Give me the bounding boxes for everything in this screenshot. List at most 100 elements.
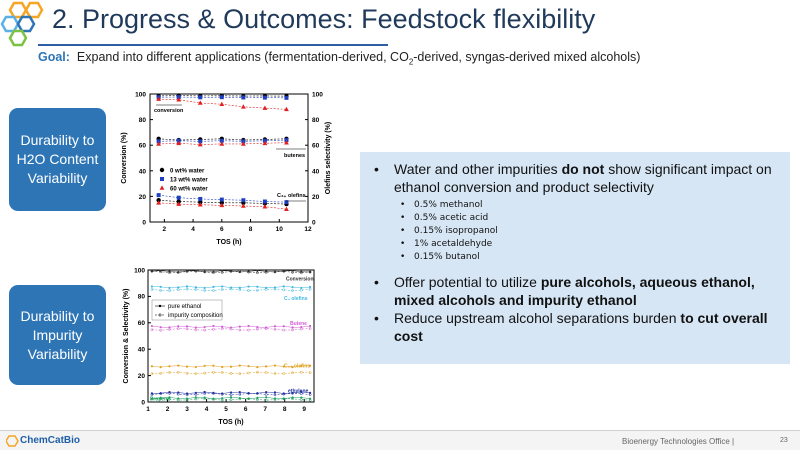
data-point (150, 328, 154, 332)
data-point (197, 100, 203, 105)
data-point (194, 288, 198, 291)
data-point (308, 285, 312, 289)
x-tick-label: 6 (220, 226, 224, 233)
data-point (159, 326, 162, 329)
y-tick-label: 40 (138, 347, 146, 354)
impurity-chart: 0 20 40 60 80 100 1 2 3 4 5 6 7 8 9 TOS (h) Conversion &… (123, 267, 315, 426)
data-point (299, 370, 303, 374)
data-point (176, 271, 180, 274)
data-point (212, 392, 215, 395)
data-point (212, 271, 215, 275)
data-point (247, 397, 250, 400)
data-point (185, 365, 189, 368)
data-point (273, 325, 277, 328)
data-point (229, 398, 233, 402)
data-point (159, 328, 163, 332)
goal-text-pre: Expand into different applications (ferm… (76, 50, 409, 64)
data-point (282, 392, 286, 396)
legend-marker (158, 313, 162, 317)
data-point (308, 371, 312, 375)
data-point (198, 196, 203, 201)
data-point (168, 289, 171, 292)
data-point (282, 325, 285, 328)
data-point (229, 270, 233, 273)
data-point (212, 364, 215, 367)
goal-line: Goal: Expand into different applications… (38, 50, 640, 67)
y-tick-label: 60 (139, 143, 147, 150)
data-point (221, 365, 224, 369)
y2-tick-label: 100 (312, 92, 323, 99)
data-point (265, 396, 268, 399)
data-point (159, 397, 163, 400)
data-point (194, 365, 197, 369)
plot-frame (147, 269, 315, 403)
data-point (220, 371, 224, 374)
impurity-item: 0.5% acetic acid (400, 212, 780, 225)
data-point (256, 269, 259, 272)
data-point (176, 195, 181, 200)
data-point (176, 370, 180, 374)
data-point (229, 287, 233, 291)
y2-tick-label: 80 (312, 117, 320, 124)
data-point (264, 287, 268, 291)
data-point (221, 269, 224, 272)
footer-bar (0, 431, 800, 450)
x-tick-label: 8 (283, 406, 287, 413)
data-point (284, 106, 289, 112)
data-point (308, 393, 312, 396)
legend-label: 60 wt% water (170, 186, 208, 192)
data-point (299, 327, 303, 331)
series-label: Propene (150, 396, 170, 402)
data-point (229, 391, 233, 394)
data-point (247, 270, 250, 274)
footer-logo: ChemCatBio (20, 435, 81, 446)
y2-axis-label: Olefins selectivity (%) (325, 122, 332, 194)
y-tick-label: 80 (139, 117, 147, 124)
data-point (256, 392, 259, 395)
data-point (300, 326, 303, 329)
legend-marker (158, 304, 162, 308)
x-tick-label: 8 (249, 226, 253, 233)
annotation-conversion: conversion (154, 108, 184, 114)
data-point (150, 365, 154, 368)
data-point (282, 288, 286, 292)
legend-label: 0 wt% water (170, 168, 205, 174)
x-tick-label: 4 (205, 406, 209, 413)
series-label: ethylene (288, 388, 309, 394)
data-point (240, 203, 246, 208)
data-point (273, 393, 277, 397)
bullet3-text: Reduce upstream alcohol separations burd… (394, 310, 681, 326)
x-tick-label: 12 (304, 226, 312, 233)
data-point (150, 269, 154, 273)
chemcatbio-hexagon-logo (0, 1, 44, 47)
key-findings-box: Water and other impurities do not show s… (360, 152, 790, 364)
data-point (291, 286, 294, 289)
data-point (159, 371, 163, 375)
data-point (247, 285, 250, 288)
data-point (150, 393, 154, 396)
data-point (291, 270, 294, 274)
data-point (247, 324, 250, 328)
data-point (185, 270, 189, 273)
y-tick-label: 60 (138, 320, 146, 327)
data-point (168, 365, 171, 368)
data-point (256, 327, 259, 331)
data-point (238, 392, 242, 396)
data-point (194, 269, 198, 273)
impurity-item: 0.5% methanol (400, 199, 780, 212)
data-point (284, 140, 289, 145)
data-point (185, 287, 189, 291)
data-point (168, 397, 171, 401)
data-point (156, 141, 162, 146)
data-point (177, 364, 180, 367)
data-point (238, 288, 242, 292)
data-point (238, 397, 242, 401)
data-point (299, 398, 303, 402)
data-point (156, 200, 162, 205)
data-point (194, 397, 198, 401)
data-point (300, 364, 303, 368)
data-point (273, 372, 277, 375)
data-point (220, 392, 224, 396)
data-point (203, 270, 206, 274)
impurity-item: 0.15% isopropanol (400, 225, 780, 238)
